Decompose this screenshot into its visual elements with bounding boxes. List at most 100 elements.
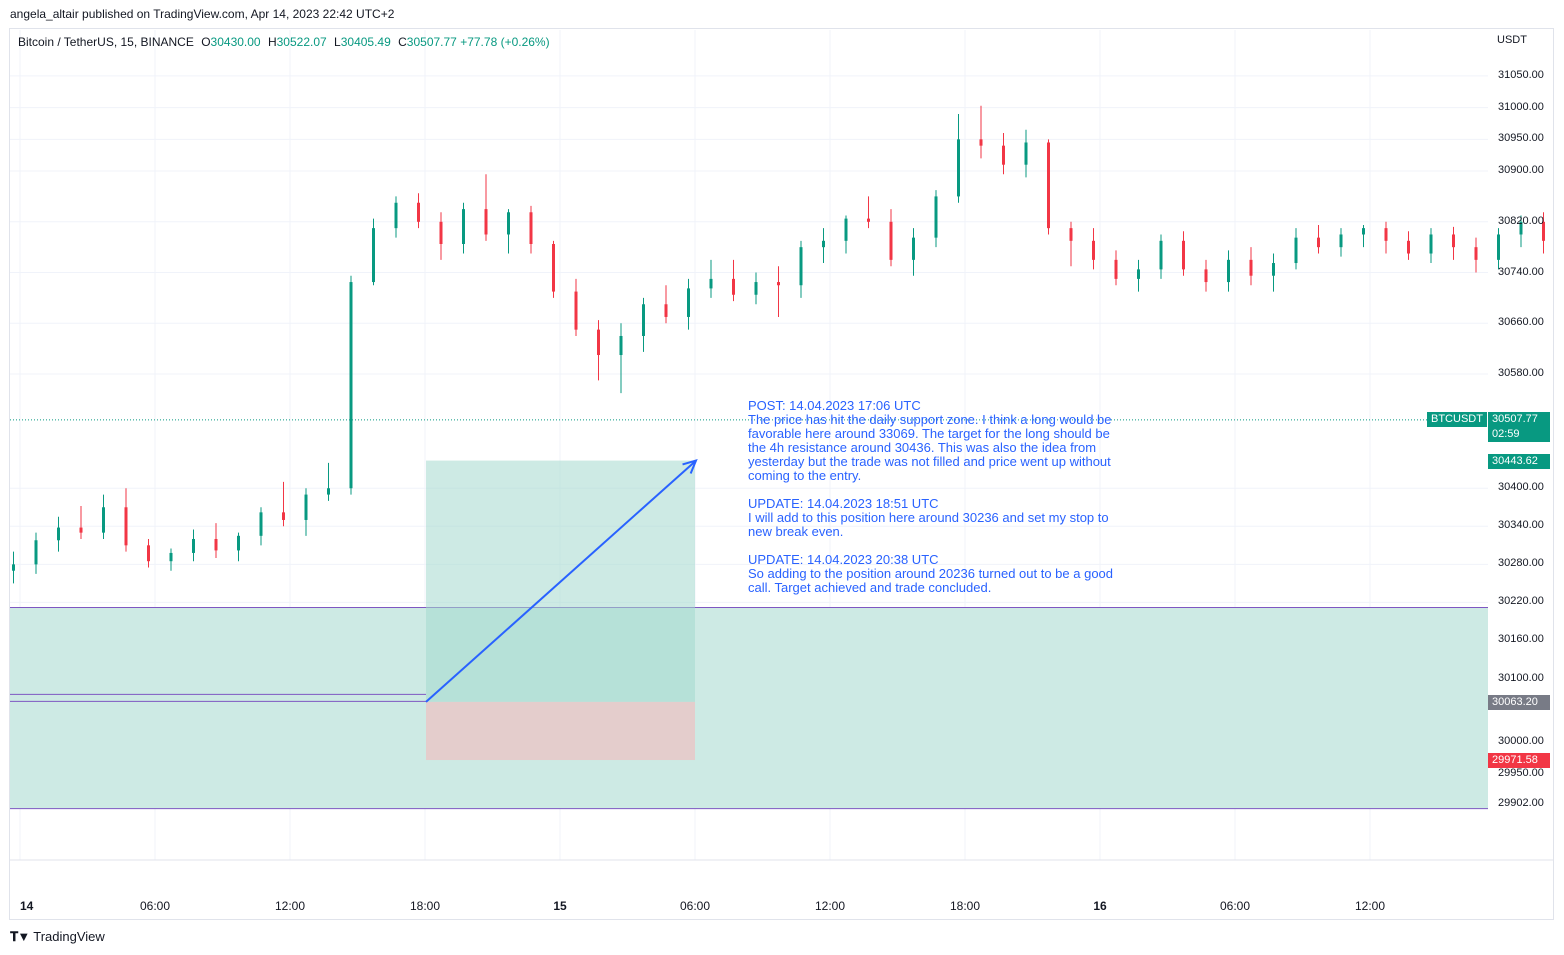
chart-frame[interactable]	[9, 28, 1554, 920]
price-tick: 30950.00	[1498, 132, 1544, 145]
candle-body	[642, 304, 645, 336]
time-tick: 12:00	[274, 899, 306, 913]
candle-down	[282, 481, 285, 527]
time-tick: 16	[1093, 899, 1107, 913]
candle-body	[1362, 228, 1365, 235]
candle-up	[799, 240, 803, 298]
candle-down	[1204, 259, 1208, 292]
candle-up	[327, 462, 330, 501]
candle-up	[394, 196, 398, 238]
support-zone-layer	[10, 607, 1488, 810]
candle-body	[462, 209, 465, 244]
price-tick: 30820.00	[1498, 214, 1544, 227]
candle-body	[1092, 240, 1095, 260]
candle-down	[867, 196, 870, 229]
candle-up	[372, 218, 375, 286]
candle-body	[889, 221, 893, 260]
candle-body	[169, 552, 173, 562]
price-tick: 30400.00	[1498, 481, 1544, 494]
candle-down	[79, 506, 83, 539]
close-label: C	[398, 35, 407, 49]
candle-body	[507, 212, 510, 235]
candle-body	[1474, 247, 1478, 260]
candle-up	[1362, 224, 1365, 248]
candle-body	[1339, 234, 1343, 248]
candle-up	[237, 532, 240, 562]
candle-body	[979, 139, 983, 146]
price-tick: 30740.00	[1498, 265, 1544, 278]
candle-down	[1092, 228, 1095, 270]
candle-down	[979, 105, 983, 159]
price-tick: 31050.00	[1498, 68, 1544, 81]
candle-up	[462, 202, 465, 254]
candle-body	[1317, 237, 1320, 248]
candle-up	[349, 275, 353, 495]
candle-body	[957, 139, 960, 197]
time-tick: 18:00	[949, 899, 981, 913]
symbol-legend[interactable]: Bitcoin / TetherUS, 15, BINANCE O30430.0…	[18, 35, 550, 49]
price-tick: 30220.00	[1498, 595, 1544, 608]
support-zone-rect	[10, 607, 1488, 809]
price-tick: 29950.00	[1498, 766, 1544, 779]
candle-up	[1497, 228, 1500, 270]
candle-down	[1452, 226, 1455, 260]
candle-up	[102, 494, 105, 539]
candle-up	[687, 278, 690, 330]
currency-label[interactable]: USDT	[1497, 34, 1527, 46]
candle-down	[147, 538, 150, 568]
brand-name: TradingView	[33, 929, 105, 944]
candle-down	[552, 240, 555, 298]
time-tick: 18:00	[409, 899, 441, 913]
candle-body	[574, 291, 578, 330]
trade-idea-annotation[interactable]: POST: 14.04.2023 17:06 UTC The price has…	[748, 399, 1128, 609]
candle-body	[192, 538, 195, 553]
candle-down	[1002, 132, 1005, 175]
price-tick: 29902.00	[1498, 797, 1544, 810]
candle-down	[1249, 247, 1253, 286]
stop-zone	[426, 701, 695, 761]
candle-down	[1384, 221, 1388, 254]
candle-body	[867, 218, 870, 222]
candle-down	[1069, 221, 1073, 267]
candle-body	[1069, 228, 1073, 241]
candle-up	[844, 215, 848, 254]
open-value: 30430.00	[210, 35, 261, 49]
bar-countdown: 02:59	[1492, 427, 1520, 440]
candle-down	[1047, 139, 1050, 235]
symbol-price-tag: BTCUSDT	[1427, 411, 1487, 427]
candle-up	[912, 228, 915, 276]
update2-body: So adding to the position around 20236 t…	[748, 566, 1114, 595]
time-tick: 12:00	[814, 899, 846, 913]
candle-body	[214, 538, 218, 551]
candle-body	[1002, 145, 1005, 165]
candle-body	[1249, 259, 1253, 276]
candle-up	[34, 532, 38, 574]
candle-body	[79, 527, 83, 533]
open-label: O	[201, 35, 211, 49]
tradingview-brand[interactable]: 𝐓▼ TradingView	[10, 928, 105, 946]
candle-up	[754, 272, 758, 305]
candle-body	[687, 288, 690, 317]
candle-body	[709, 278, 713, 289]
candle-down	[1317, 224, 1320, 254]
candle-body	[1384, 228, 1388, 241]
candle-body	[799, 247, 803, 286]
candle-body	[664, 304, 668, 317]
candle-up	[934, 190, 938, 248]
symbol-title[interactable]: Bitcoin / TetherUS, 15, BINANCE	[18, 35, 194, 49]
candle-body	[57, 527, 60, 541]
update1-body: I will add to this position here around …	[748, 510, 1109, 539]
update1-block: UPDATE: 14.04.2023 18:51 UTC I will add …	[748, 497, 1128, 539]
candle-up	[1024, 129, 1028, 178]
candle-up	[1159, 234, 1163, 279]
candle-body	[102, 507, 105, 533]
candle-body	[1204, 269, 1208, 283]
candle-down	[124, 488, 128, 552]
candle-body	[1429, 234, 1433, 254]
candle-down	[1114, 250, 1118, 286]
candle-body	[1294, 237, 1298, 264]
candle-down	[529, 205, 533, 254]
candle-body	[12, 564, 15, 571]
time-tick: 06:00	[679, 899, 711, 913]
